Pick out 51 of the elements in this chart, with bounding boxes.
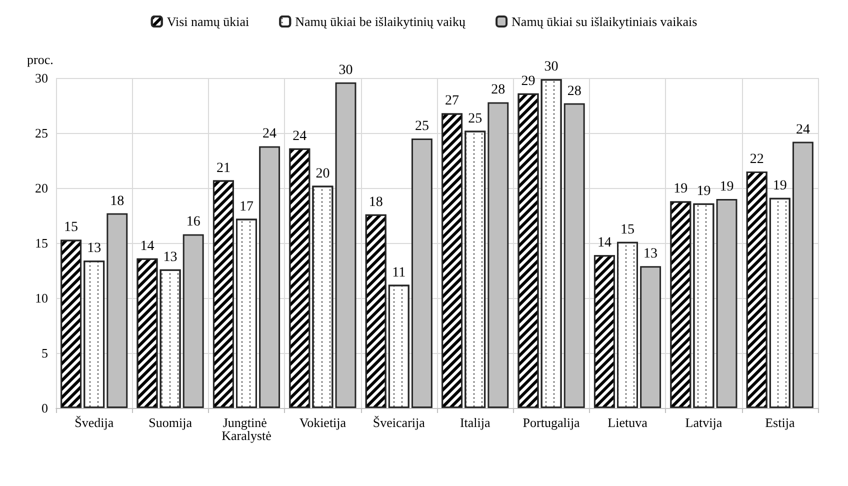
data-label: 24	[262, 126, 277, 142]
x-tick-label: Švedija	[74, 415, 114, 430]
data-label: 25	[414, 119, 429, 134]
data-label: 17	[240, 199, 254, 214]
data-label: 18	[110, 194, 124, 209]
x-tick-label: Lietuva	[608, 415, 648, 430]
x-tick-label: Jungtinė Karalystė	[222, 415, 272, 443]
x-tick-label: Italija	[460, 415, 490, 430]
legend-label: Namų ūkiai be išlaikytinių vaikų	[295, 14, 466, 29]
data-label: 18	[368, 194, 383, 210]
x-tick-label: Suomija	[148, 415, 192, 430]
data-label: 27	[445, 94, 460, 109]
data-label: 19	[772, 178, 787, 194]
data-label: 25	[468, 111, 482, 126]
data-label: 15	[620, 222, 634, 238]
y-tick-label: 20	[35, 180, 48, 196]
y-tick-label: 5	[42, 346, 48, 360]
data-label: 13	[163, 250, 178, 265]
data-label: 19	[720, 180, 734, 194]
y-tick-label: 25	[35, 126, 48, 140]
x-tick-label: Šveicarija	[372, 415, 426, 430]
data-label: 20	[316, 166, 330, 182]
data-label: 15	[64, 220, 78, 236]
data-label: 14	[597, 236, 612, 251]
data-label: 19	[674, 182, 688, 197]
x-tick-label: Vokietija	[299, 415, 346, 430]
y-tick-label: 15	[35, 236, 48, 250]
y-tick-label: 10	[35, 290, 48, 306]
data-label: 19	[696, 184, 711, 199]
x-tick-label: Portugalija	[522, 415, 580, 430]
data-label: 11	[392, 265, 406, 280]
legend-label: Namų ūkiai su išlaikytiniais vaikais	[512, 14, 698, 29]
data-label: 30	[338, 62, 353, 78]
data-label: 16	[186, 214, 200, 230]
data-label: 28	[567, 84, 582, 99]
y-tick-label: 0	[42, 400, 48, 416]
data-label: 14	[140, 238, 154, 254]
data-label: 13	[644, 246, 658, 262]
y-axis-title: proc.	[27, 52, 54, 67]
data-label: 13	[87, 241, 102, 256]
x-tick-label: Latvija	[685, 415, 722, 430]
x-tick-label: Estija	[765, 415, 795, 430]
legend-label: Visi namų ūkiai	[166, 14, 250, 29]
data-label: 30	[544, 60, 558, 75]
data-label: 24	[292, 128, 307, 144]
data-label: 24	[796, 122, 810, 138]
data-label: 29	[521, 74, 536, 89]
y-tick-label: 30	[35, 70, 48, 86]
data-label: 28	[491, 82, 506, 98]
data-label: 21	[216, 160, 230, 176]
data-label: 22	[750, 152, 764, 167]
